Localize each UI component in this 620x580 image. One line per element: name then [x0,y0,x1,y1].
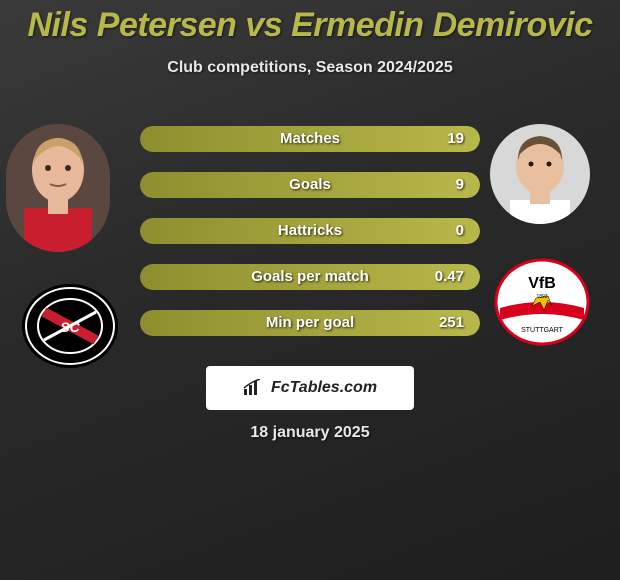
player-left-avatar [6,124,110,252]
stat-label: Min per goal [140,310,480,336]
stat-value: 0 [456,218,464,244]
stat-value: 0.47 [435,264,464,290]
stats-container: Matches19 Goals9 Hattricks0 Goals per match… [140,126,480,356]
stat-row: Matches19 [140,126,480,152]
svg-text:1893: 1893 [536,294,547,300]
stat-row: Hattricks0 [140,218,480,244]
club-crest-icon: VfB STUTTGART 1893 [492,258,592,346]
stat-row: Min per goal251 [140,310,480,336]
stat-label: Goals [140,172,480,198]
stat-value: 9 [456,172,464,198]
club-crest-icon: SC [20,282,120,370]
watermark-badge: FcTables.com [206,366,414,410]
svg-text:VfB: VfB [528,275,556,292]
club-left-badge: SC [20,282,120,370]
stat-row: Goals per match0.47 [140,264,480,290]
stat-row: Goals9 [140,172,480,198]
subtitle: Club competitions, Season 2024/2025 [0,59,620,77]
date-text: 18 january 2025 [0,424,620,442]
bar-chart-icon [243,379,265,397]
svg-text:STUTTGART: STUTTGART [521,327,564,334]
stat-label: Goals per match [140,264,480,290]
stat-label: Matches [140,126,480,152]
watermark-text: FcTables.com [271,379,377,397]
club-right-badge: VfB STUTTGART 1893 [492,258,592,346]
stat-label: Hattricks [140,218,480,244]
page-title: Nils Petersen vs Ermedin Demirovic [0,0,620,45]
player-headshot-icon [490,124,590,224]
svg-text:SC: SC [60,319,80,335]
stat-value: 251 [439,310,464,336]
player-right-avatar [490,124,590,224]
stat-value: 19 [447,126,464,152]
player-headshot-icon [6,124,110,252]
